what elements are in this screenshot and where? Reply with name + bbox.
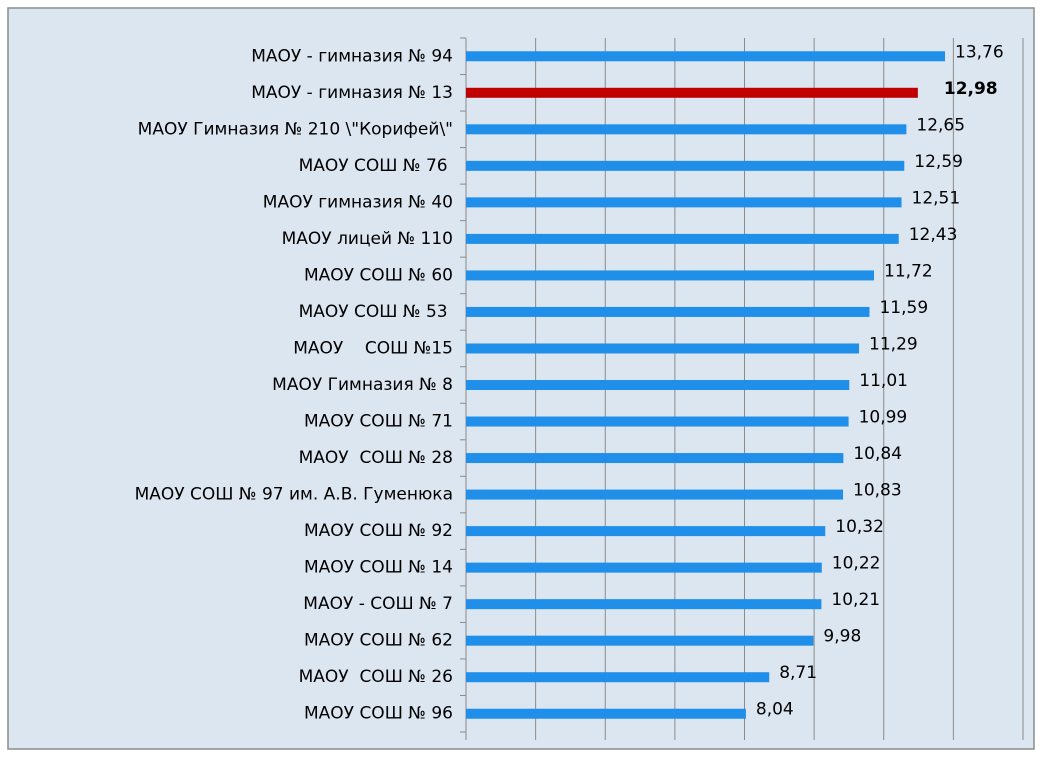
data-label: 11,59 <box>879 298 928 318</box>
data-label: 10,32 <box>835 517 884 537</box>
data-label: 8,04 <box>756 700 794 720</box>
y-tick-label: МАОУ СОШ № 62 <box>304 631 453 651</box>
y-tick-label: МАОУ лицей № 110 <box>282 229 453 249</box>
bar <box>466 343 860 354</box>
bar <box>466 197 902 208</box>
y-tick-label: МАОУ СОШ № 53 <box>299 302 453 322</box>
y-tick-label: МАОУ - СОШ № 7 <box>303 594 453 614</box>
data-label: 11,01 <box>859 371 908 391</box>
data-label: 10,22 <box>832 554 881 574</box>
y-tick-label: МАОУ - гимназия № 94 <box>251 46 453 66</box>
bar <box>466 489 844 500</box>
data-label: 12,51 <box>912 188 961 208</box>
bar <box>466 416 849 427</box>
bar <box>466 270 875 281</box>
data-label: 11,72 <box>884 261 933 281</box>
y-tick-label: МАОУ СОШ № 71 <box>304 412 453 432</box>
bar <box>466 708 746 719</box>
y-tick-label: МАОУ - гимназия № 13 <box>251 83 453 103</box>
y-tick-label: МАОУ СОШ №15 <box>293 338 453 358</box>
data-label: 10,83 <box>853 481 902 501</box>
data-label: 12,43 <box>909 225 958 245</box>
y-tick-label: МАОУ СОШ № 26 <box>299 667 453 687</box>
bar <box>466 453 844 464</box>
bar <box>466 160 905 171</box>
y-tick-label: МАОУ Гимназия № 8 <box>272 375 453 395</box>
y-tick-label: МАОУ СОШ № 60 <box>304 265 453 285</box>
y-tick-label: МАОУ СОШ № 76 <box>299 156 453 176</box>
data-label: 10,21 <box>831 590 880 610</box>
bar <box>466 672 770 683</box>
data-label: 12,98 <box>944 79 998 99</box>
bar <box>466 124 907 135</box>
bar <box>466 306 870 317</box>
bar <box>466 233 899 244</box>
y-tick-label: МАОУ СОШ № 14 <box>304 558 453 578</box>
y-tick-label: МАОУ СОШ № 92 <box>304 521 453 541</box>
data-label: 10,99 <box>859 408 908 428</box>
data-label: 12,65 <box>916 115 965 135</box>
bar <box>466 562 822 573</box>
bar <box>466 87 918 98</box>
bar <box>466 635 814 646</box>
data-label: 10,84 <box>853 444 902 464</box>
y-tick-label: МАОУ Гимназия № 210 \"Корифей\" <box>138 119 453 139</box>
bar <box>466 599 822 610</box>
data-label: 8,71 <box>779 663 817 683</box>
data-label: 13,76 <box>955 42 1004 62</box>
y-tick-label: МАОУ СОШ № 28 <box>299 448 453 468</box>
y-tick-label: МАОУ СОШ № 96 <box>304 704 453 724</box>
data-label: 11,29 <box>869 334 918 354</box>
bar <box>466 526 826 537</box>
data-label: 9,98 <box>823 627 861 647</box>
y-tick-label: МАОУ СОШ № 97 им. А.В. Гуменюка <box>135 485 453 505</box>
bar <box>466 380 850 390</box>
data-label: 12,59 <box>914 152 963 172</box>
y-tick-label: МАОУ гимназия № 40 <box>263 192 453 212</box>
bar <box>466 51 946 62</box>
